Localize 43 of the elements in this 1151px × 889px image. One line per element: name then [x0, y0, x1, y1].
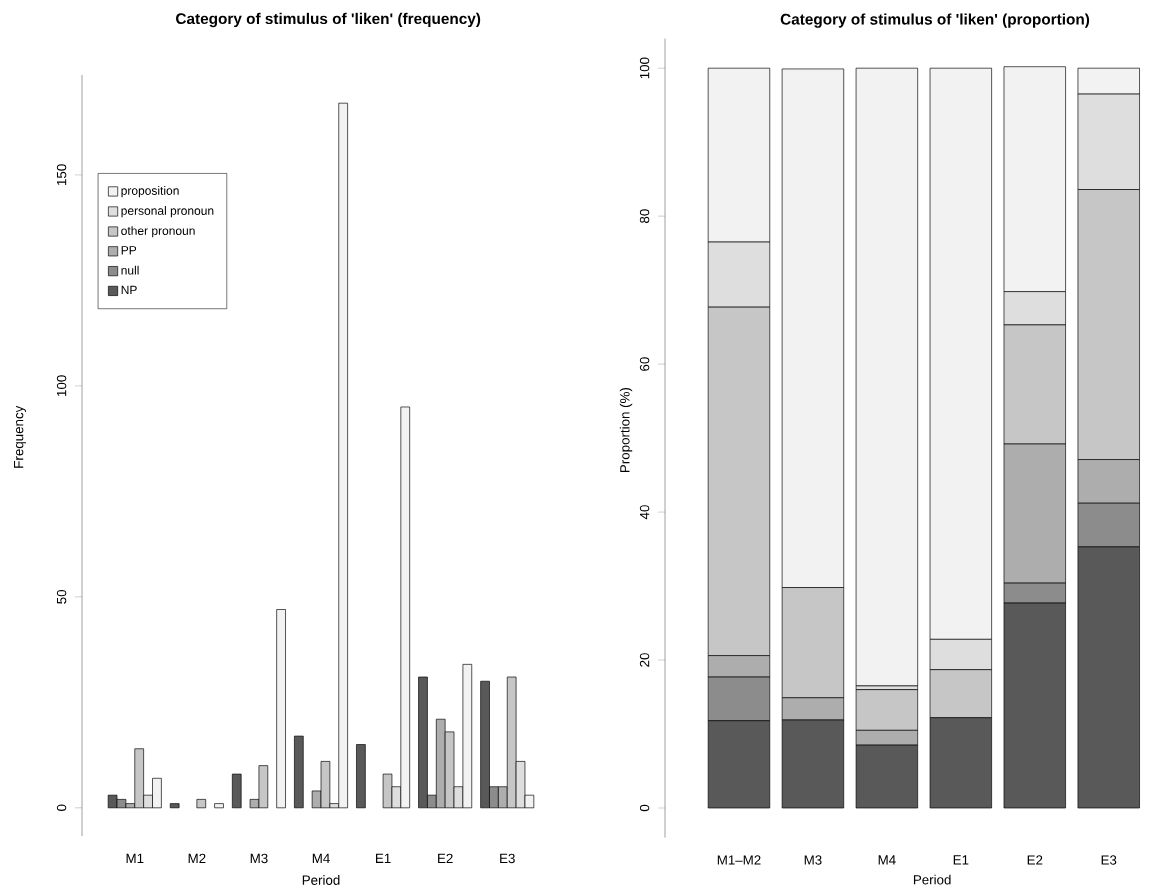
bar	[855, 67, 919, 687]
chart-title: Category of stimulus of 'liken' (frequency)	[176, 12, 481, 28]
bar	[356, 744, 366, 809]
legend-label: null	[121, 265, 139, 275]
y-tick-label: 80	[639, 209, 650, 223]
x-tick-label: M2	[188, 853, 206, 864]
x-tick-label: E3	[500, 853, 515, 864]
legend-label: proposition	[121, 186, 179, 198]
chart-title: Category of stimulus of 'liken' (proportion)	[780, 13, 1090, 28]
x-tick-label: E1	[953, 855, 969, 865]
legend-label: personal pronoun	[121, 206, 214, 218]
bar	[214, 803, 224, 809]
legend-label: PP	[121, 246, 137, 255]
y-tick-label: 150	[56, 164, 67, 185]
legend-label: other pronoun	[121, 226, 195, 238]
y-axis-title: Proportion (%)	[619, 387, 633, 472]
x-tick-label: E2	[438, 853, 453, 864]
x-tick-label: E1	[376, 853, 391, 863]
bar	[196, 799, 207, 809]
x-tick-label: M3	[250, 853, 268, 864]
y-tick-label: 100	[639, 57, 650, 79]
x-tick-label: M1–M2	[717, 855, 761, 865]
bar	[169, 803, 180, 809]
x-tick-label: M4	[878, 855, 896, 865]
x-tick-label: E2	[1027, 855, 1043, 865]
x-tick-label: E3	[1101, 855, 1117, 865]
y-axis-title: Frequency	[14, 405, 26, 468]
x-tick-label: M1	[126, 853, 144, 863]
x-tick-label: M3	[804, 855, 822, 865]
y-tick-label: 0	[56, 804, 67, 811]
y-tick-label: 50	[56, 589, 67, 604]
legend-label: NP	[121, 285, 137, 295]
y-tick-label: 40	[639, 505, 650, 520]
y-tick-label: 0	[639, 804, 650, 812]
y-tick-label: 60	[639, 357, 650, 371]
bar	[276, 609, 286, 809]
y-tick-label: 100	[56, 375, 67, 396]
x-tick-label: M4	[312, 853, 330, 863]
bar	[294, 735, 304, 809]
x-axis-title: Period	[302, 875, 340, 885]
bar	[231, 773, 242, 809]
x-axis-title: Period	[913, 874, 951, 885]
y-tick-label: 20	[639, 653, 650, 667]
